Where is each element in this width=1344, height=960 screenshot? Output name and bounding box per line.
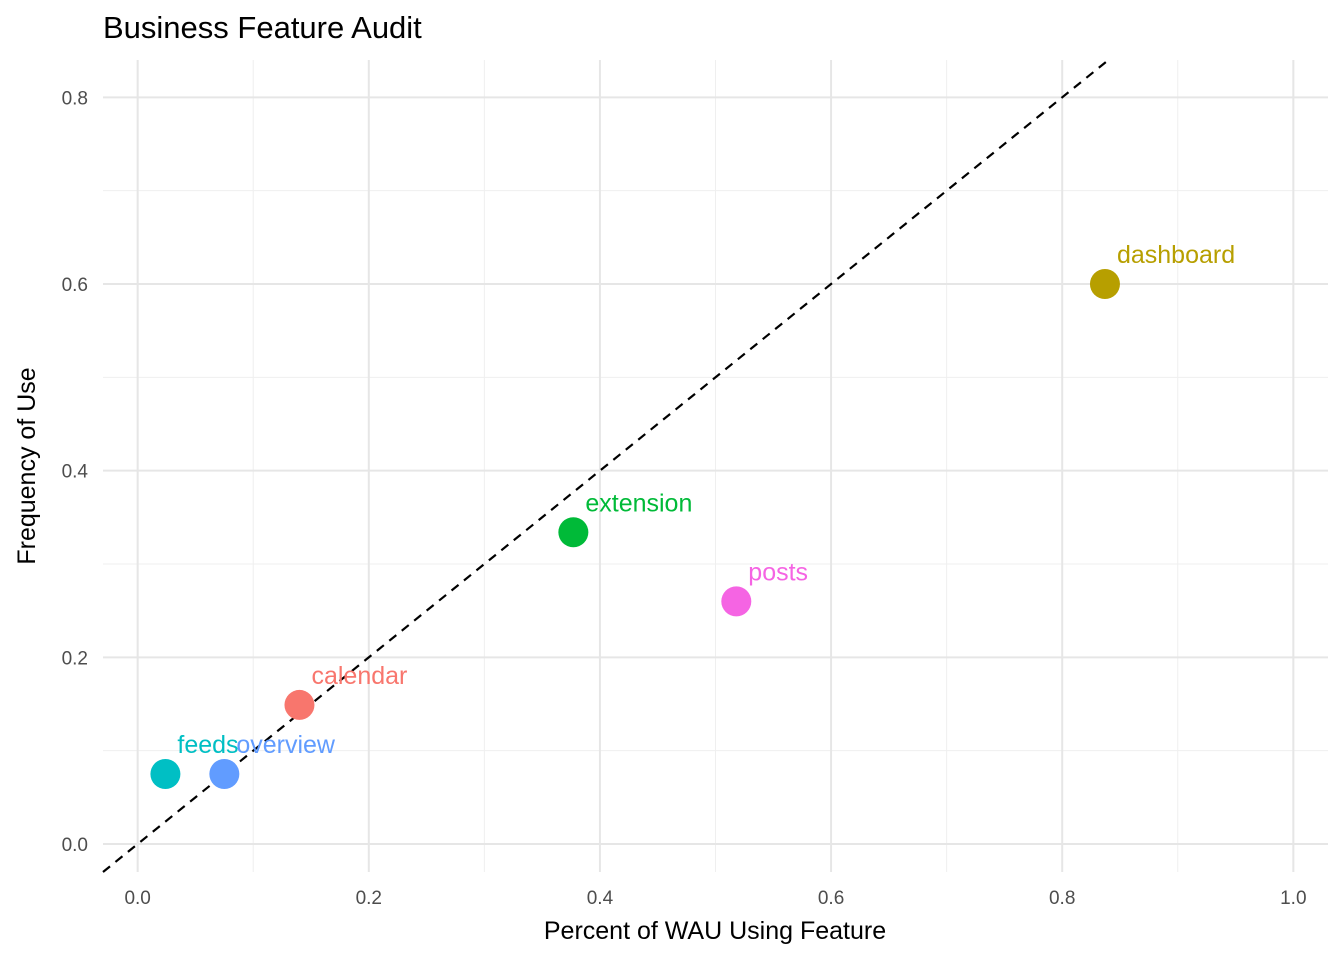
point-label-posts: posts <box>748 558 808 586</box>
point-overview <box>209 759 240 789</box>
point-label-extension: extension <box>585 489 692 517</box>
x-tick-label: 0.6 <box>818 888 844 909</box>
point-calendar <box>284 689 315 720</box>
point-label-feeds: feeds <box>177 731 238 759</box>
point-extension <box>558 517 589 548</box>
point-label-overview: overview <box>236 731 336 759</box>
x-tick-label: 0.8 <box>1049 888 1075 909</box>
x-axis-title: Percent of WAU Using Feature <box>544 917 886 945</box>
x-axis-ticks: 0.0 0.2 0.4 0.6 0.8 1.0 <box>124 888 1306 909</box>
y-tick-label: 0.0 <box>62 835 88 856</box>
reference-line <box>102 59 1110 873</box>
data-points <box>150 269 1120 789</box>
y-axis-title: Frequency of Use <box>13 367 41 564</box>
point-label-dashboard: dashboard <box>1117 241 1235 269</box>
reference-line-layer <box>102 59 1110 873</box>
chart-title: Business Feature Audit <box>103 10 422 45</box>
y-tick-label: 0.8 <box>62 88 88 109</box>
point-label-calendar: calendar <box>311 662 407 690</box>
x-tick-label: 0.4 <box>587 888 614 909</box>
x-tick-label: 0.2 <box>356 888 382 909</box>
y-tick-label: 0.6 <box>62 275 88 296</box>
point-feeds <box>150 759 181 789</box>
grid-lines <box>103 60 1328 872</box>
y-tick-label: 0.4 <box>62 462 89 483</box>
point-dashboard <box>1089 269 1120 299</box>
y-tick-label: 0.2 <box>62 648 88 669</box>
y-axis-ticks: 0.0 0.2 0.4 0.6 0.8 <box>62 88 89 856</box>
x-tick-label: 1.0 <box>1280 888 1306 909</box>
x-tick-label: 0.0 <box>124 888 150 909</box>
point-posts <box>721 586 752 617</box>
